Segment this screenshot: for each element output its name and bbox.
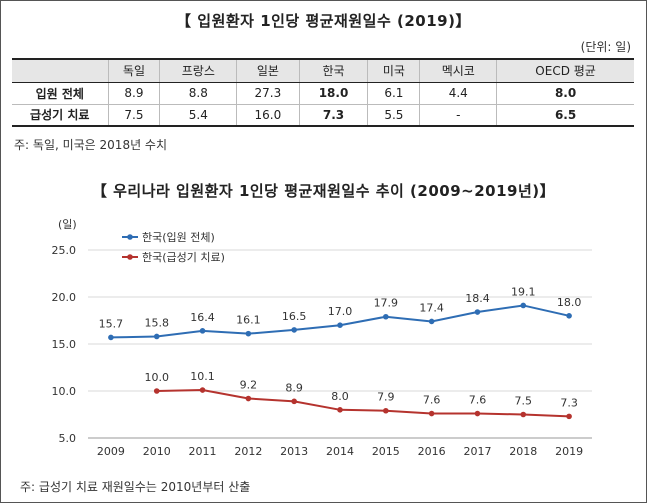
x-tick-label: 2013 — [280, 445, 308, 458]
data-label: 7.5 — [515, 395, 533, 408]
table-header-row: 독일 프랑스 일본 한국 미국 멕시코 OECD 평균 — [12, 58, 634, 83]
data-label: 9.2 — [240, 379, 258, 392]
data-label: 10.1 — [190, 370, 215, 383]
table-cell: 8.9 — [107, 82, 160, 105]
x-tick-label: 2017 — [463, 445, 491, 458]
legend-label: 한국(입원 전체) — [142, 231, 215, 244]
data-point — [383, 407, 389, 414]
table-cell: 7.3 — [298, 104, 368, 127]
legend-marker — [127, 234, 133, 240]
data-label: 10.0 — [144, 371, 169, 384]
stats-table: 독일 프랑스 일본 한국 미국 멕시코 OECD 평균 입원 전체 8.9 8.… — [12, 58, 634, 127]
x-tick-label: 2018 — [509, 445, 537, 458]
x-tick-label: 2011 — [189, 445, 217, 458]
data-label: 16.1 — [236, 314, 261, 327]
header-cell: OECD 평균 — [496, 58, 634, 83]
table-cell: 6.5 — [496, 104, 634, 127]
table-cell: 5.5 — [367, 104, 420, 127]
data-label: 8.9 — [285, 381, 303, 394]
data-point — [428, 410, 435, 417]
table-cell: 18.0 — [298, 82, 368, 105]
data-point — [474, 309, 481, 315]
y-tick-label: 25.0 — [52, 244, 77, 257]
data-point — [153, 388, 160, 394]
data-point — [199, 328, 206, 334]
chart-note: 주: 급성기 치료 재원일수는 2010년부터 산출 — [20, 480, 251, 494]
data-point — [520, 411, 527, 418]
data-point — [474, 410, 481, 417]
table-cell: - — [419, 104, 497, 127]
x-tick-label: 2016 — [418, 445, 446, 458]
table-note: 주: 독일, 미국은 2018년 수치 — [14, 138, 168, 152]
legend-label: 한국(급성기 치료) — [142, 251, 225, 264]
header-cell: 멕시코 — [419, 58, 497, 83]
data-point — [566, 413, 572, 420]
chart-title: 【 우리나라 입원환자 1인당 평균재원일수 추이 (2009~2019년)】 — [91, 182, 556, 200]
table-row: 입원 전체 8.9 8.8 27.3 18.0 6.1 4.4 8.0 — [12, 82, 634, 105]
x-tick-label: 2012 — [234, 445, 262, 458]
row-label: 급성기 치료 — [12, 104, 108, 127]
data-point — [153, 333, 160, 340]
data-label: 18.4 — [465, 292, 490, 305]
data-label: 17.4 — [419, 301, 444, 314]
table-cell: 7.5 — [107, 104, 160, 127]
data-label: 15.7 — [99, 317, 124, 330]
data-point — [291, 398, 297, 405]
data-label: 8.0 — [331, 390, 349, 403]
data-point — [245, 395, 252, 402]
series-line — [156, 389, 570, 418]
table-cell: 8.8 — [159, 82, 237, 105]
data-label: 7.6 — [469, 394, 487, 407]
data-point — [383, 313, 389, 320]
x-tick-label: 2009 — [97, 445, 125, 458]
data-point — [291, 327, 297, 333]
data-label: 15.8 — [144, 316, 169, 329]
table-cell: 5.4 — [159, 104, 237, 127]
header-cell: 미국 — [367, 58, 420, 83]
y-tick-label: 20.0 — [52, 291, 77, 304]
data-point — [566, 313, 572, 319]
data-point — [337, 322, 343, 328]
table-cell: 4.4 — [419, 82, 497, 105]
header-cell: 일본 — [236, 58, 300, 83]
unit-label: (단위: 일) — [580, 40, 631, 54]
header-cell — [12, 58, 108, 83]
data-label: 19.1 — [511, 285, 536, 298]
data-label: 17.9 — [374, 297, 399, 310]
table-row: 급성기 치료 7.5 5.4 16.0 7.3 5.5 - 6.5 — [12, 104, 634, 127]
data-label: 17.0 — [328, 305, 353, 318]
data-point — [108, 334, 114, 341]
data-label: 7.9 — [377, 391, 395, 404]
data-label: 7.3 — [560, 396, 578, 409]
y-tick-label: 15.0 — [52, 338, 77, 351]
y-axis-label: (일) — [58, 217, 77, 231]
line-chart: (일) 5.0 10.0 15.0 20.0 25.0 2009 2010 2011 2012 20… — [52, 217, 592, 458]
x-tick-label: 2015 — [372, 445, 400, 458]
data-point — [337, 407, 343, 413]
data-label: 7.6 — [423, 394, 441, 407]
data-point — [520, 302, 527, 309]
table-cell: 16.0 — [236, 104, 300, 127]
data-point — [428, 318, 435, 325]
data-point — [245, 330, 252, 337]
header-cell: 독일 — [107, 58, 160, 83]
data-point — [199, 387, 206, 393]
table-cell: 27.3 — [236, 82, 300, 105]
header-cell: 한국 — [298, 58, 368, 83]
table-cell: 8.0 — [496, 82, 634, 105]
data-label: 16.5 — [282, 310, 307, 323]
y-tick-label: 5.0 — [59, 432, 77, 445]
data-label: 16.4 — [190, 311, 215, 324]
data-label: 18.0 — [557, 296, 582, 309]
table-cell: 6.1 — [367, 82, 420, 105]
x-tick-label: 2019 — [555, 445, 583, 458]
legend-marker — [127, 254, 133, 260]
y-tick-label: 10.0 — [52, 385, 77, 398]
table-title: 【 입원환자 1인당 평균재원일수 (2019)】 — [176, 12, 471, 30]
row-label: 입원 전체 — [12, 82, 108, 105]
header-cell: 프랑스 — [159, 58, 237, 83]
x-tick-label: 2014 — [326, 445, 354, 458]
x-tick-label: 2010 — [143, 445, 171, 458]
